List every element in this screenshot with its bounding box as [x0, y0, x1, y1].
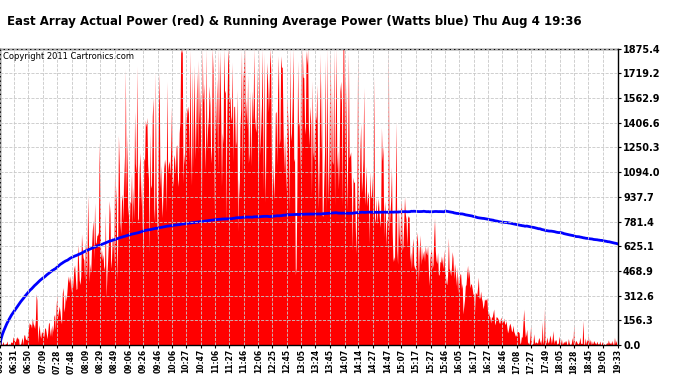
Text: East Array Actual Power (red) & Running Average Power (Watts blue) Thu Aug 4 19:: East Array Actual Power (red) & Running … [7, 15, 582, 28]
Text: Copyright 2011 Cartronics.com: Copyright 2011 Cartronics.com [3, 52, 134, 61]
